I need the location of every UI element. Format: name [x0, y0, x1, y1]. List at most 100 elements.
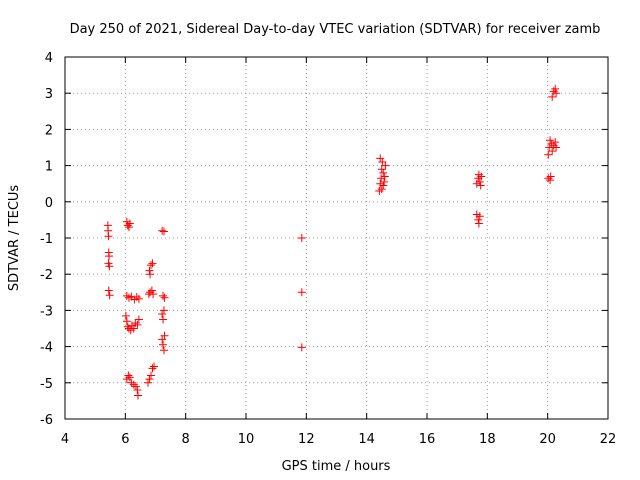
x-tick-label: 4: [61, 432, 69, 447]
chart-title: Day 250 of 2021, Sidereal Day-to-day VTE…: [70, 22, 601, 37]
data-point: [131, 382, 140, 391]
data-point: [158, 226, 167, 235]
data-point: [104, 232, 113, 241]
y-tick-label: -3: [40, 304, 53, 319]
data-point: [546, 136, 555, 145]
data-point: [104, 286, 113, 295]
y-tick-label: -4: [40, 341, 53, 356]
plot-frame: [64, 56, 609, 420]
data-point: [159, 227, 168, 236]
x-tick-label: 20: [539, 432, 556, 447]
data-point: [160, 331, 169, 340]
y-tick-labels: -6 -5 -4 -3 -2 -1 0 1 2 3 4: [40, 51, 53, 428]
data-point: [552, 143, 561, 152]
data-point: [147, 286, 156, 295]
x-tick-label: 6: [121, 432, 129, 447]
data-point: [105, 252, 114, 261]
data-point: [134, 294, 143, 303]
data-point: [129, 324, 138, 333]
data-point: [548, 92, 557, 101]
data-point: [105, 291, 114, 300]
data-point: [377, 165, 386, 174]
data-point: [297, 288, 306, 297]
data-point: [129, 380, 138, 389]
data-point: [131, 319, 140, 328]
y-tick-label: 0: [45, 196, 53, 211]
y-tick-label: -1: [40, 232, 53, 247]
x-tick-label: 22: [600, 432, 617, 447]
data-point: [132, 293, 141, 302]
x-tick-labels: 4 6 8 10 12 14 16 18 20 22: [61, 432, 616, 447]
data-point: [123, 221, 132, 230]
data-point: [474, 219, 483, 228]
data-point: [544, 150, 553, 159]
data-point: [121, 311, 130, 320]
data-point: [146, 270, 155, 279]
data-point: [146, 371, 155, 380]
x-tick-label: 12: [298, 432, 315, 447]
grid-lines: [65, 57, 608, 419]
x-tick-label: 10: [238, 432, 255, 447]
data-point: [159, 306, 168, 315]
data-point: [133, 386, 142, 395]
data-point: [377, 185, 386, 194]
data-point: [149, 362, 158, 371]
x-tick-label: 16: [419, 432, 436, 447]
data-point: [148, 364, 157, 373]
data-point: [297, 343, 306, 352]
data-point: [159, 291, 168, 300]
data-point: [149, 290, 158, 299]
data-points: [103, 84, 561, 400]
data-point: [145, 375, 154, 384]
data-point: [475, 177, 484, 186]
data-point: [159, 340, 168, 349]
data-point: [160, 293, 169, 302]
data-point: [134, 391, 143, 400]
data-point: [148, 259, 157, 268]
y-tick-label: 2: [45, 123, 53, 138]
y-tick-label: -2: [40, 268, 53, 283]
y-tick-label: -5: [40, 377, 53, 392]
data-point: [134, 315, 143, 324]
data-point: [124, 371, 133, 380]
data-point: [159, 315, 168, 324]
data-point: [380, 177, 389, 186]
axis-ticks: [64, 56, 609, 420]
data-point: [476, 181, 485, 190]
data-point: [546, 176, 555, 185]
data-point: [159, 346, 168, 355]
data-point: [477, 172, 486, 181]
data-point: [551, 138, 560, 147]
data-point: [122, 317, 131, 326]
data-point: [376, 154, 385, 163]
y-tick-label: 4: [45, 51, 53, 66]
data-point: [122, 291, 131, 300]
data-point: [546, 172, 555, 181]
data-point: [380, 172, 389, 181]
data-point: [381, 161, 390, 170]
data-point: [146, 261, 155, 270]
data-point: [125, 373, 134, 382]
y-tick-label: 3: [45, 87, 53, 102]
data-point: [143, 378, 152, 387]
x-tick-label: 14: [358, 432, 375, 447]
y-tick-label: 1: [45, 160, 53, 175]
data-point: [379, 168, 388, 177]
data-point: [105, 262, 114, 271]
data-point: [133, 320, 142, 329]
data-point: [145, 266, 154, 275]
data-point: [379, 181, 388, 190]
data-point: [551, 84, 560, 93]
data-point: [475, 212, 484, 221]
y-axis-label: SDTVAR / TECUs: [7, 185, 22, 292]
x-tick-label: 8: [182, 432, 190, 447]
data-point: [552, 89, 561, 98]
data-point: [125, 219, 134, 228]
data-point: [474, 215, 483, 224]
y-tick-label: -6: [40, 413, 53, 428]
x-tick-label: 18: [479, 432, 496, 447]
data-point: [297, 234, 306, 242]
data-point: [548, 147, 557, 156]
data-point: [158, 310, 167, 319]
